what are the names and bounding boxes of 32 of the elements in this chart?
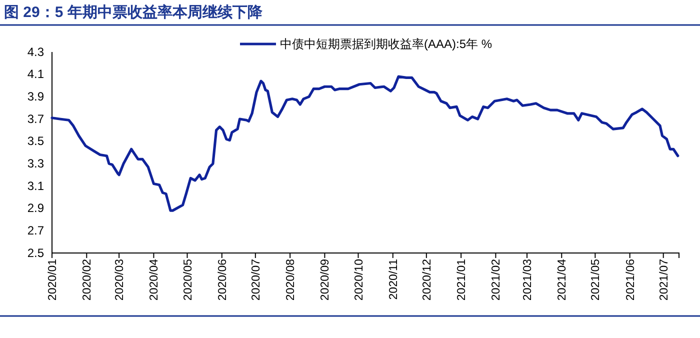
x-tick-label: 2020/03 [114,259,126,301]
chart-title: 图 29：5 年期中票收益率本周继续下降 [4,3,264,21]
legend-label: 中债中短期票据到期收益率(AAA):5年 % [280,37,492,52]
y-tick-label: 2.5 [27,246,44,260]
line-series [50,75,680,212]
x-tick-label: 2020/08 [285,259,298,301]
x-tick-label: 2020/09 [320,259,332,301]
x-tick-label: 2020/10 [353,259,366,301]
x-tick-label: 2021/06 [624,259,637,301]
x-tick-label: 2020/04 [148,258,161,301]
y-tick-label: 4.3 [27,44,44,59]
y-tick-label: 3.1 [27,178,44,193]
y-tick-label: 3.3 [27,156,44,171]
y-tick-label: 3.5 [27,134,44,148]
y-tick-label: 3.7 [27,112,44,126]
x-tick-label: 2021/01 [456,259,468,301]
x-tick-label: 2021/03 [522,259,534,301]
x-tick-label: 2021/04 [556,258,569,301]
y-tick-label: 4.1 [27,67,44,82]
y-tick-label: 2.9 [27,201,44,216]
x-tick-label: 2021/05 [590,259,602,301]
y-tick-label: 3.9 [27,90,44,104]
x-tick-label: 2020/07 [250,259,262,301]
x-tick-label: 2021/02 [490,259,503,301]
x-tick-label: 2020/02 [82,259,94,301]
x-tick-label: 2020/06 [216,259,229,301]
x-tick-label: 2020/05 [182,259,194,301]
x-tick-label: 2020/12 [421,259,434,301]
y-tick-label: 2.7 [27,224,44,238]
x-tick-label: 2020/11 [388,259,400,300]
x-tick-label: 2020/01 [47,259,60,301]
x-tick-label: 2021/07 [658,259,670,301]
